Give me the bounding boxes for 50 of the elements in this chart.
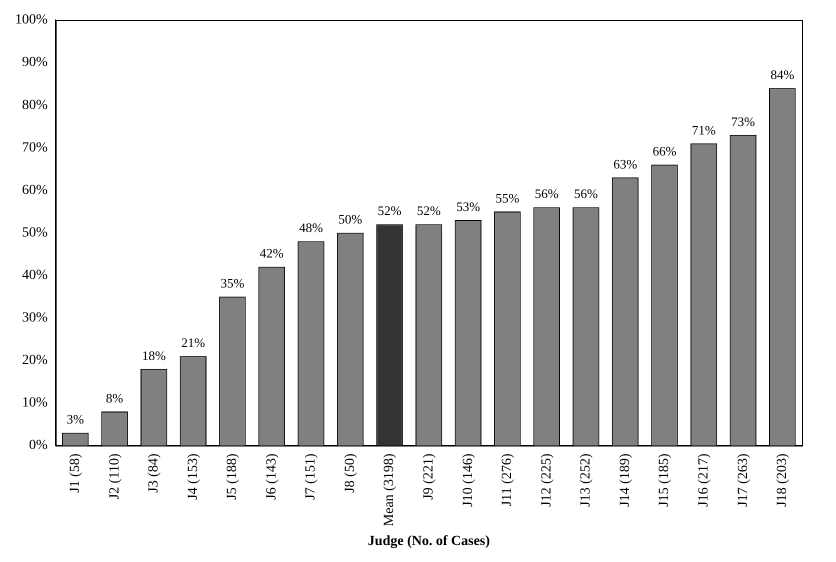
x-tick-label: J9 (221) <box>422 453 437 500</box>
y-tick-label: 30% <box>22 310 48 326</box>
data-label: 71% <box>692 122 716 138</box>
y-tick-label: 50% <box>22 225 48 240</box>
data-label: 18% <box>142 348 166 363</box>
y-tick-label: 0% <box>28 438 48 454</box>
data-label: 66% <box>652 144 677 159</box>
data-label: 50% <box>338 212 362 227</box>
y-tick-label: 60% <box>22 182 48 198</box>
y-tick-label: 20% <box>22 353 48 368</box>
x-tick-label: J11 (276) <box>500 453 516 506</box>
x-tick-label: J16 (217) <box>696 453 712 507</box>
x-tick-label: J15 (185) <box>657 453 672 507</box>
x-tick-label: J14 (189) <box>618 453 633 507</box>
x-tick-label: J1 (58) <box>68 453 83 493</box>
x-tick-label: J6 (143) <box>264 453 280 500</box>
x-tick-label: J12 (225) <box>539 453 554 507</box>
data-label: 63% <box>613 156 638 172</box>
x-tick-label: J2 (110) <box>107 453 122 500</box>
x-tick-label: J17 (263) <box>736 453 751 507</box>
x-tick-label: J8 (50) <box>342 453 358 493</box>
y-tick-label: 100% <box>14 12 48 28</box>
x-tick-label: J10 (146) <box>460 453 476 507</box>
data-label: 56% <box>534 186 559 202</box>
data-label: 48% <box>299 220 324 236</box>
data-label: 52% <box>378 203 402 218</box>
data-label: 42% <box>260 246 284 261</box>
x-tick-label: J18 (203) <box>775 453 790 507</box>
x-axis-title: Judge (No. of Cases) <box>368 534 490 550</box>
y-tick-label: 70% <box>22 140 48 156</box>
y-tick-label: 40% <box>22 268 48 283</box>
data-label: 52% <box>416 203 441 218</box>
x-tick-label: J3 (84) <box>146 453 162 493</box>
x-tick-label: Mean (3198) <box>382 453 398 526</box>
data-label: 8% <box>106 390 124 406</box>
data-label: 53% <box>456 198 480 214</box>
x-tick-label: J4 (153) <box>186 453 201 500</box>
y-tick-label: 90% <box>22 55 48 70</box>
y-tick-label: 10% <box>22 396 48 411</box>
data-label: 3% <box>66 412 84 427</box>
x-tick-label: J5 (188) <box>225 453 240 500</box>
data-label: 35% <box>220 275 245 290</box>
y-tick-label: 80% <box>22 98 48 113</box>
x-tick-label: J13 (252) <box>578 453 594 507</box>
data-label: 56% <box>574 186 598 202</box>
data-label: 55% <box>495 190 520 206</box>
x-tick-label: J7 (151) <box>304 453 319 500</box>
data-label: 73% <box>731 114 756 129</box>
data-label: 21% <box>181 335 206 350</box>
data-label: 84% <box>770 67 794 82</box>
